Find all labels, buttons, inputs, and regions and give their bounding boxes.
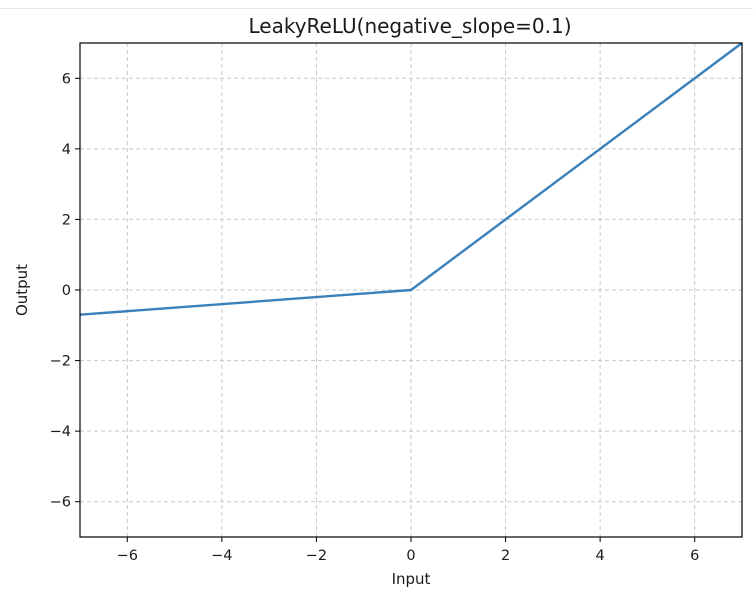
- series-layer: [79, 42, 743, 316]
- x-tick-label: 2: [501, 548, 510, 564]
- y-tick-label: 6: [62, 71, 71, 87]
- series-line: [79, 42, 743, 316]
- y-tick-label: −4: [50, 424, 71, 440]
- x-tick-label: 0: [406, 548, 415, 564]
- y-axis-label: Output: [13, 264, 31, 316]
- y-tick-label: 4: [62, 142, 71, 158]
- x-tick-label: −4: [211, 548, 232, 564]
- axis-ticks: −6 −4 −2 0 2 4 6 −6 −4 −2 0 2 4 6: [50, 71, 700, 564]
- x-tick-label: 6: [690, 548, 699, 564]
- x-axis-label: Input: [392, 570, 431, 588]
- y-tick-label: 0: [62, 283, 71, 299]
- top-divider: [0, 8, 753, 9]
- x-tick-label: −2: [306, 548, 327, 564]
- y-tick-label: 2: [62, 212, 71, 228]
- x-tick-label: −6: [117, 548, 138, 564]
- y-tick-label: −6: [50, 495, 71, 511]
- chart-title: LeakyReLU(negative_slope=0.1): [249, 14, 572, 38]
- y-tick-label: −2: [50, 354, 71, 370]
- x-tick-label: 4: [596, 548, 605, 564]
